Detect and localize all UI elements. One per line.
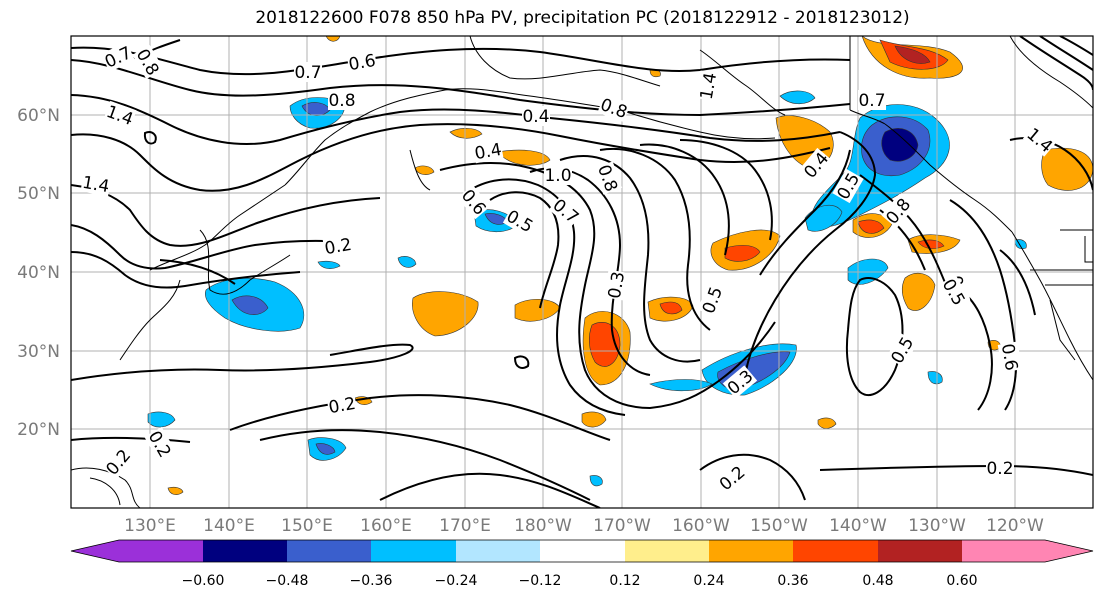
contour-label: 0.6 [346, 49, 378, 75]
lon-label: 160°E [360, 516, 412, 536]
colorbar-bin [793, 540, 878, 562]
contour-label-text: 0.6 [997, 342, 1021, 372]
contour-label-text: 0.7 [858, 91, 885, 111]
contour-label-text: 0.8 [328, 91, 355, 111]
lat-label: 60°N [17, 106, 60, 126]
contour-label-text: 1.4 [697, 71, 721, 101]
contour-label: 0.7 [294, 62, 322, 83]
colorbar-bin [962, 540, 1093, 562]
colorbar-tick: 0.12 [609, 573, 640, 589]
contour-label: 1.4 [80, 171, 112, 197]
lon-label: 140°E [203, 516, 255, 536]
latitude-labels: 60°N 50°N 40°N 30°N 20°N [17, 106, 60, 440]
colorbar-tick: −0.36 [350, 573, 393, 589]
lat-label: 50°N [17, 184, 60, 204]
contour-label-text: 1.0 [544, 166, 571, 186]
lon-label: 130°W [908, 516, 966, 536]
contour-label-text: 0.7 [294, 63, 321, 83]
contour-label: 0.4 [522, 106, 550, 127]
contour-label-text: 0.4 [473, 140, 503, 164]
contour-label: 0.8 [328, 90, 356, 111]
colorbar-tick-labels: −0.60 −0.48 −0.36 −0.24 −0.12 0.12 0.24 … [182, 573, 978, 589]
colorbar-bin [878, 540, 962, 562]
colorbar-tick: −0.48 [266, 573, 309, 589]
map-frame [70, 35, 1094, 509]
lon-label: 120°W [986, 516, 1044, 536]
coastlines [71, 36, 1093, 508]
contour-label-text: 0.2 [986, 459, 1013, 479]
colorbar-bin [709, 540, 793, 562]
contour-label: 0.3 [603, 269, 629, 301]
contour-label-text: 1.4 [81, 173, 111, 197]
lon-label: 140°W [829, 516, 887, 536]
colorbar-tick: −0.60 [182, 573, 225, 589]
contour-label-text: 0.2 [327, 394, 357, 418]
contour-label: 0.7 [858, 90, 886, 111]
lat-label: 20°N [17, 420, 60, 440]
contour-label: 0.2 [986, 458, 1014, 479]
colorbar-tick: −0.24 [435, 573, 478, 589]
contour-label: 0.2 [326, 392, 358, 418]
colorbar-bin [456, 540, 540, 562]
contour-label: 1.0 [544, 165, 572, 186]
lon-label: 170°W [593, 516, 651, 536]
lat-label: 30°N [17, 342, 60, 362]
lon-label: 150°W [750, 516, 808, 536]
contour-label: 1.4 [695, 70, 721, 102]
contour-label-text: 0.6 [347, 51, 377, 75]
pv-contours [71, 36, 1093, 508]
contour-label: 0.6 [997, 341, 1023, 373]
lat-label: 40°N [17, 263, 60, 283]
lon-label: 180°W [514, 516, 572, 536]
colorbar-tick: 0.48 [862, 573, 893, 589]
colorbar-tick: 0.36 [777, 573, 808, 589]
colorbar-bin [203, 540, 287, 562]
colorbar-outline [70, 539, 1094, 563]
colorbar-bin [71, 540, 203, 562]
colorbar-tick: −0.12 [519, 573, 562, 589]
longitude-labels: 130°E 140°E 150°E 160°E 170°E 180°W 170°… [124, 516, 1044, 536]
map-title: 2018122600 F078 850 hPa PV, precipitatio… [255, 8, 910, 28]
colorbar-tick: 0.60 [946, 573, 977, 589]
colorbar-tick: 0.24 [693, 573, 724, 589]
contour-label-text: 0.2 [323, 235, 353, 259]
contour-label: 0.2 [322, 233, 354, 259]
lon-label: 170°E [439, 516, 491, 536]
contour-label: 0.4 [472, 138, 504, 164]
colorbar-bin [540, 540, 625, 562]
contour-label-text: 0.3 [605, 270, 629, 300]
contour-label-text: 0.4 [522, 107, 549, 127]
lon-label: 150°E [281, 516, 333, 536]
colorbar-bin [287, 540, 371, 562]
colorbar-bin [371, 540, 456, 562]
lon-label: 130°E [124, 516, 176, 536]
lon-label: 160°W [672, 516, 730, 536]
colorbar [70, 539, 1094, 563]
colorbar-bin [625, 540, 709, 562]
